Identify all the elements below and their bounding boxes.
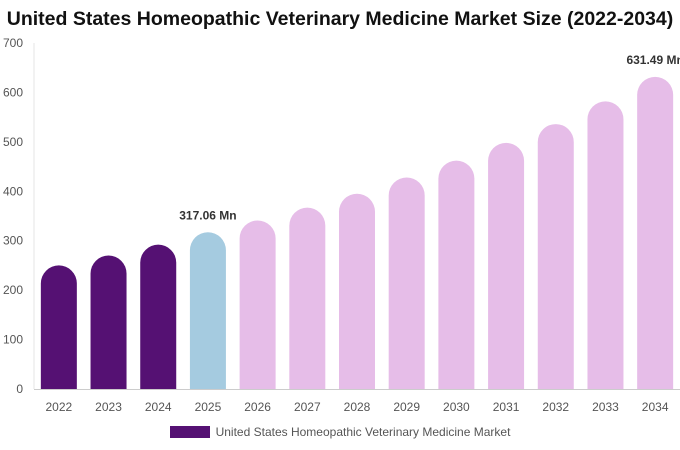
data-label: 631.49 Mn <box>626 53 680 67</box>
y-tick-label: 400 <box>3 184 23 198</box>
x-tick-label: 2028 <box>344 400 371 414</box>
x-tick-label: 2026 <box>244 400 271 414</box>
x-tick-label: 2029 <box>393 400 420 414</box>
x-tick-label: 2024 <box>145 400 172 414</box>
bar <box>637 76 674 389</box>
x-tick-label: 2022 <box>45 400 72 414</box>
chart-title: United States Homeopathic Veterinary Med… <box>6 8 674 30</box>
bar <box>90 255 127 389</box>
y-tick-label: 200 <box>3 283 23 297</box>
bar <box>339 193 375 389</box>
x-tick-label: 2025 <box>195 400 222 414</box>
bar <box>587 101 624 389</box>
x-tick-label: 2031 <box>493 400 520 414</box>
y-tick-label: 600 <box>3 85 23 99</box>
bar <box>40 265 77 389</box>
bar <box>140 244 177 389</box>
data-label: 317.06 Mn <box>179 208 236 222</box>
x-tick-label: 2030 <box>443 400 470 414</box>
bar <box>388 177 425 389</box>
legend-label: United States Homeopathic Veterinary Med… <box>215 425 511 439</box>
y-tick-label: 300 <box>3 234 23 248</box>
bar <box>537 124 574 389</box>
x-tick-label: 2027 <box>294 400 321 414</box>
legend: United States Homeopathic Veterinary Med… <box>0 425 680 439</box>
y-tick-label: 0 <box>16 382 23 396</box>
bar <box>438 160 475 389</box>
x-tick-label: 2023 <box>95 400 122 414</box>
bar <box>239 220 276 389</box>
bar <box>488 142 525 389</box>
x-tick-label: 2033 <box>592 400 619 414</box>
x-tick-label: 2032 <box>542 400 569 414</box>
x-tick-label: 2034 <box>642 400 669 414</box>
y-tick-label: 500 <box>3 135 23 149</box>
legend-swatch <box>169 426 210 438</box>
y-tick-label: 100 <box>3 333 23 347</box>
bar <box>289 207 326 389</box>
y-tick-label: 700 <box>3 36 23 50</box>
bar <box>189 232 226 389</box>
